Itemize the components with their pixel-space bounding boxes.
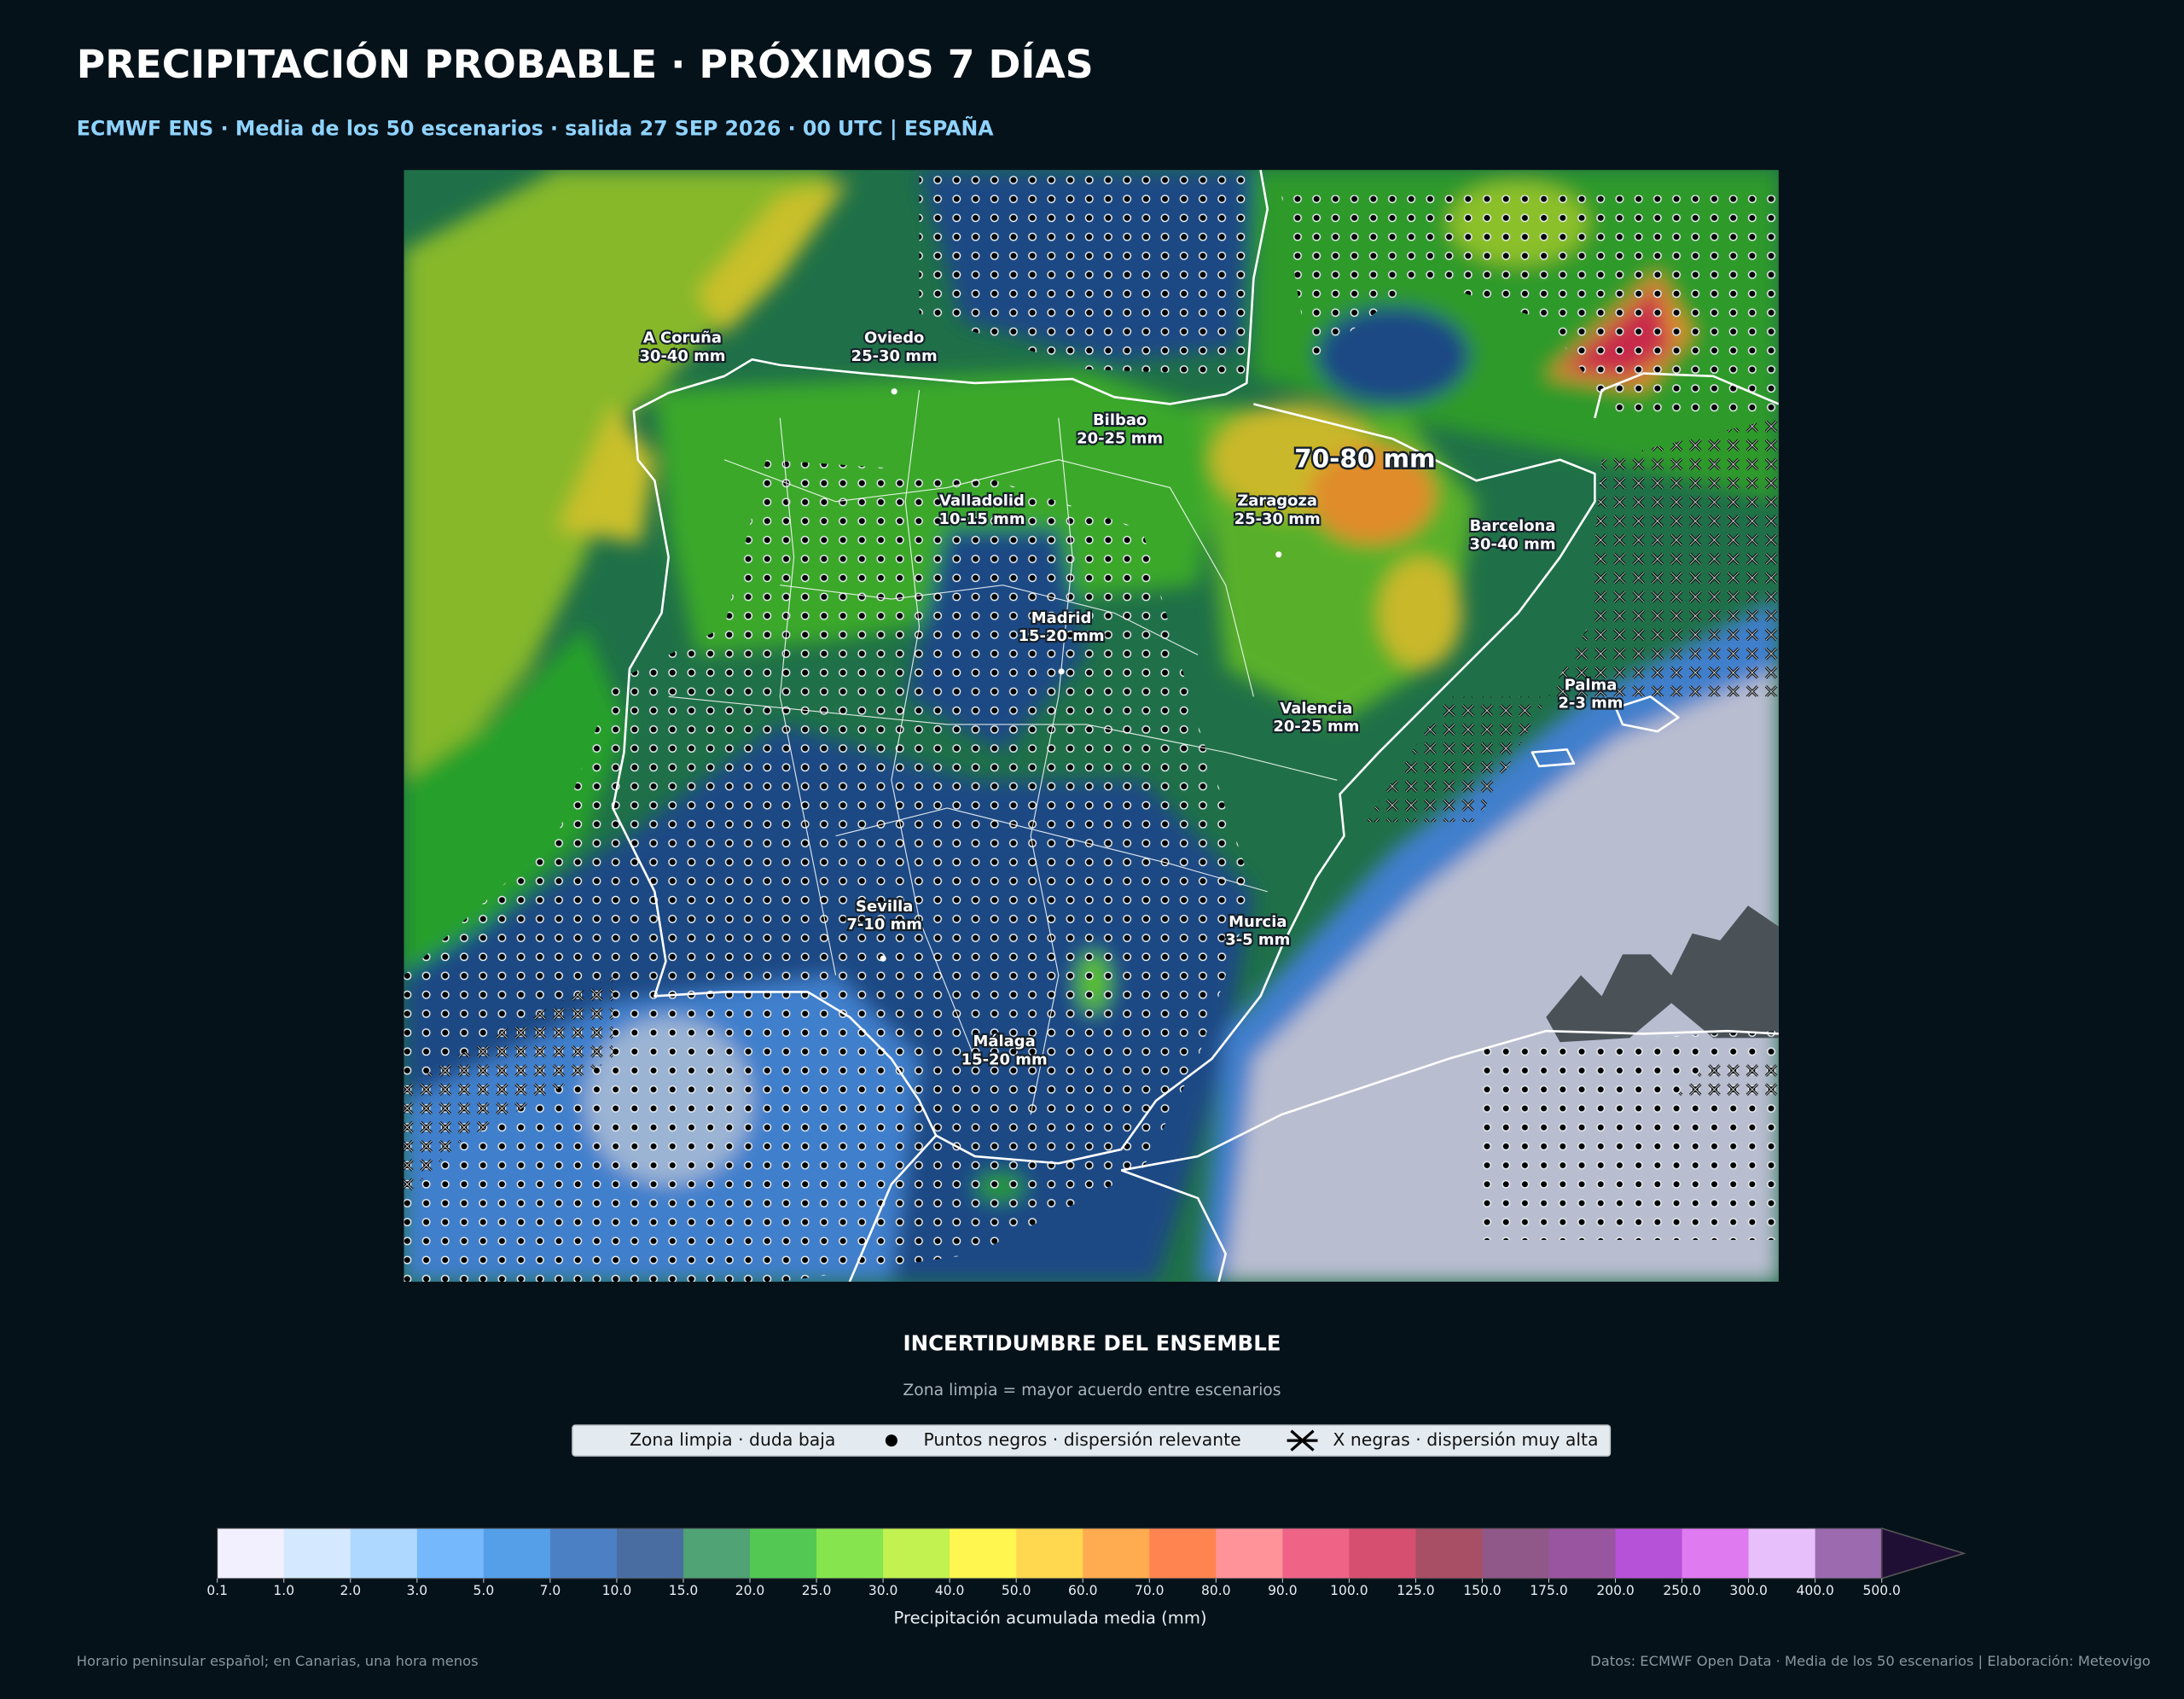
colorbar-extend: [1880, 1527, 1966, 1580]
city-value: 30-40 mm: [640, 347, 726, 365]
footer-left: Horario peninsular español; en Canarias,…: [77, 1653, 479, 1669]
colorbar-tick-label: 70.0: [1135, 1583, 1165, 1598]
uncertainty-legend: Zona limpia · duda baja Puntos negros · …: [572, 1424, 1612, 1457]
city-name: Zaragoza: [1237, 492, 1317, 510]
city-name: Valencia: [1280, 700, 1352, 718]
colorbar-tick-label: 150.0: [1463, 1583, 1501, 1598]
colorbar-tick-label: 7.0: [540, 1583, 561, 1598]
colorbar-segment: [1349, 1528, 1416, 1579]
colorbar-tick-label: 15.0: [669, 1583, 699, 1598]
city-value: 15-20 mm: [961, 1050, 1048, 1068]
colorbar-tick-label: 30.0: [868, 1583, 898, 1598]
colorbar-segment: [1815, 1528, 1883, 1579]
legend-item: Puntos negros · dispersión relevante: [923, 1429, 1240, 1450]
city-name: Bilbao: [1093, 411, 1147, 429]
colorbar-label: Precipitación acumulada media (mm): [893, 1609, 1206, 1628]
colorbar-tick-label: 3.0: [406, 1583, 427, 1598]
colorbar-tick-label: 400.0: [1796, 1583, 1833, 1598]
colorbar-segment: [483, 1528, 551, 1579]
city-value: 20-25 mm: [1077, 429, 1163, 447]
uncertainty-subtitle: Zona limpia = mayor acuerdo entre escena…: [903, 1382, 1281, 1399]
colorbar-segment: [1216, 1528, 1283, 1579]
legend-dot: [885, 1434, 897, 1447]
uncertainty-title: INCERTIDUMBRE DEL ENSEMBLE: [903, 1330, 1281, 1355]
city-value: 10-15 mm: [939, 510, 1025, 528]
colorbar-tick-label: 50.0: [1002, 1583, 1031, 1598]
colorbar-tick-label: 0.1: [206, 1583, 228, 1598]
legend-box: [572, 1424, 1612, 1457]
highlight-label: 70-80 mm: [1294, 444, 1435, 473]
colorbar-tick-label: 175.0: [1530, 1583, 1567, 1598]
colorbar-segment: [1548, 1528, 1617, 1579]
colorbar-segment: [1282, 1528, 1350, 1579]
city-value: 25-30 mm: [1234, 510, 1321, 528]
city-value: 7-10 mm: [846, 916, 922, 934]
colorbar-segment: [1415, 1528, 1483, 1579]
colorbar-segment: [616, 1528, 684, 1579]
legend-x: [1287, 1429, 1318, 1452]
colorbar-segment: [1682, 1528, 1750, 1579]
legend-item: X negras · dispersión muy alta: [1333, 1429, 1598, 1450]
colorbar-segment: [1615, 1528, 1683, 1579]
colorbar-tick-label: 90.0: [1268, 1583, 1298, 1598]
city-value: 30-40 mm: [1470, 535, 1556, 553]
colorbar-tick-label: 80.0: [1201, 1583, 1231, 1598]
colorbar-segment: [1083, 1528, 1150, 1579]
colorbar-tick-label: 200.0: [1596, 1583, 1634, 1598]
colorbar-segment: [950, 1528, 1017, 1579]
city-name: Palma: [1565, 676, 1618, 694]
city-value: 15-20 mm: [1019, 627, 1105, 645]
city-name: Málaga: [973, 1033, 1036, 1050]
colorbar-tick-label: 60.0: [1068, 1583, 1098, 1598]
colorbar-segment: [883, 1528, 950, 1579]
city-name: Murcia: [1228, 913, 1287, 931]
colorbar-tick-label: 1.0: [273, 1583, 294, 1598]
colorbar-tick-label: 40.0: [935, 1583, 965, 1598]
colorbar-segment: [1482, 1528, 1549, 1579]
city-name: Oviedo: [864, 329, 924, 347]
colorbar-tick-label: 100.0: [1330, 1583, 1368, 1598]
colorbar-segment: [816, 1528, 884, 1579]
colorbar-segment: [549, 1528, 618, 1579]
colorbar-tick-label: 250.0: [1663, 1583, 1700, 1598]
colorbar-frame: [217, 1527, 1883, 1580]
colorbar-segment: [283, 1528, 351, 1579]
colorbar: 0.1 1.0 2.0 3.0 5.0 7.0 10.0 15.0 20.0 25.0 30.0 40…: [206, 1527, 1966, 1598]
city-name: Barcelona: [1470, 517, 1556, 535]
city-name: Madrid: [1031, 609, 1092, 627]
city-name: Valladolid: [939, 492, 1025, 510]
footer-right: Datos: ECMWF Open Data · Media de los 50…: [1590, 1653, 2151, 1669]
city-value: 3-5 mm: [1225, 931, 1290, 949]
city-name: A Coruña: [643, 329, 722, 347]
colorbar-segment: [1016, 1528, 1083, 1579]
colorbar-tick-label: 125.0: [1397, 1583, 1434, 1598]
city-value: 2-3 mm: [1558, 694, 1623, 712]
colorbar-segment: [1748, 1528, 1816, 1579]
city-value: 25-30 mm: [851, 347, 938, 365]
colorbar-segment: [682, 1528, 751, 1579]
legend-item: Zona limpia · duda baja: [630, 1429, 835, 1450]
colorbar-tick-label: 20.0: [735, 1583, 765, 1598]
colorbar-segment: [350, 1528, 418, 1579]
subtitle: ECMWF ENS · Media de los 50 escenarios ·…: [77, 116, 995, 140]
colorbar-tick-label: 300.0: [1729, 1583, 1767, 1598]
colorbar-tick-label: 500.0: [1863, 1583, 1901, 1598]
city-value: 20-25 mm: [1273, 718, 1359, 736]
city-name: Sevilla: [856, 898, 913, 916]
colorbar-tick-label: 5.0: [473, 1583, 495, 1598]
colorbar-tick-label: 2.0: [340, 1583, 361, 1598]
colorbar-segment: [1149, 1528, 1217, 1579]
title: PRECIPITACIÓN PROBABLE · PRÓXIMOS 7 DÍAS: [77, 41, 1094, 87]
colorbar-segment: [217, 1528, 285, 1579]
colorbar-tick-label: 10.0: [602, 1583, 632, 1598]
colorbar-segment: [750, 1528, 817, 1579]
colorbar-segment: [416, 1528, 485, 1579]
colorbar-tick-label: 25.0: [802, 1583, 832, 1598]
